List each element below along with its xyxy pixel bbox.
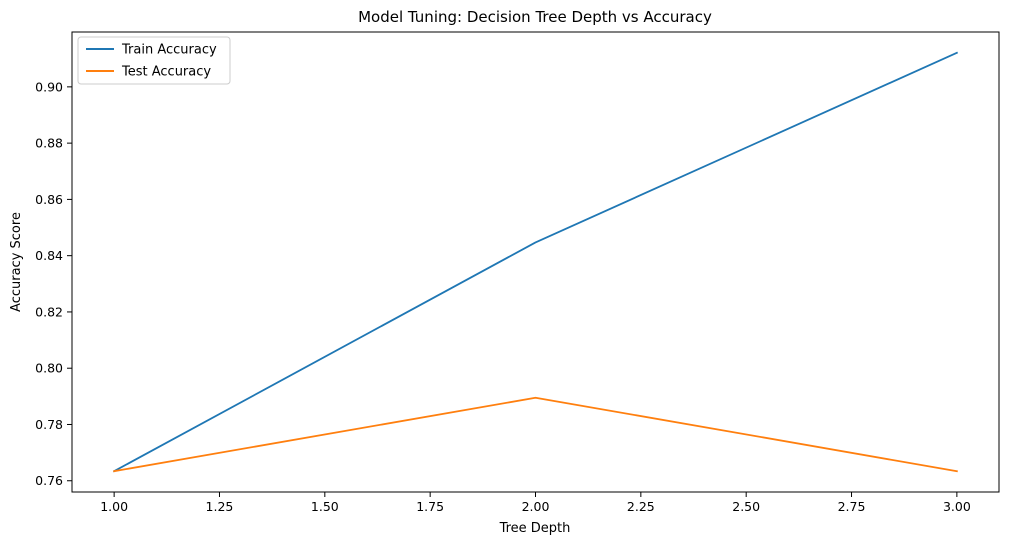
y-tick-label: 0.90 xyxy=(35,79,63,94)
y-tick-label: 0.80 xyxy=(35,361,63,376)
x-tick-label: 2.50 xyxy=(732,499,760,514)
series-line-train xyxy=(112,51,959,473)
y-tick-label: 0.88 xyxy=(35,136,63,151)
x-axis-label: Tree Depth xyxy=(499,521,571,536)
x-axis-ticks: 1.00 1.25 1.50 1.75 2.00 2.25 2.50 2.75 3.00 xyxy=(100,492,971,514)
x-tick-label: 2.25 xyxy=(627,499,655,514)
x-tick-label: 2.75 xyxy=(838,499,866,514)
y-tick-label: 0.78 xyxy=(35,417,63,432)
x-tick-label: 1.50 xyxy=(311,499,339,514)
y-tick-label: 0.84 xyxy=(35,248,63,263)
y-axis-label: Accuracy Score xyxy=(9,212,24,312)
x-tick-label: 2.00 xyxy=(522,499,550,514)
x-tick-label: 1.25 xyxy=(206,499,234,514)
x-tick-label: 1.75 xyxy=(416,499,444,514)
y-axis-ticks: 0.76 0.78 0.80 0.82 0.84 0.86 0.88 0.90 xyxy=(35,79,72,488)
plot-area: 1.00 1.25 1.50 1.75 2.00 2.25 2.50 2.75 3.00 0.7… xyxy=(35,31,1000,514)
x-tick-label: 1.00 xyxy=(100,499,128,514)
legend: Train Accuracy Test Accuracy xyxy=(77,36,231,85)
legend-label-test: Test Accuracy xyxy=(121,65,211,80)
y-tick-label: 0.82 xyxy=(35,304,63,319)
y-tick-label: 0.86 xyxy=(35,192,63,207)
series-lines xyxy=(112,51,959,473)
y-tick-label: 0.76 xyxy=(35,473,63,488)
legend-label-train: Train Accuracy xyxy=(121,43,217,58)
series-line-test xyxy=(113,396,958,473)
x-tick-label: 3.00 xyxy=(943,499,971,514)
chart-title: Model Tuning: Decision Tree Depth vs Acc… xyxy=(358,8,712,26)
legend-frame xyxy=(77,36,231,85)
